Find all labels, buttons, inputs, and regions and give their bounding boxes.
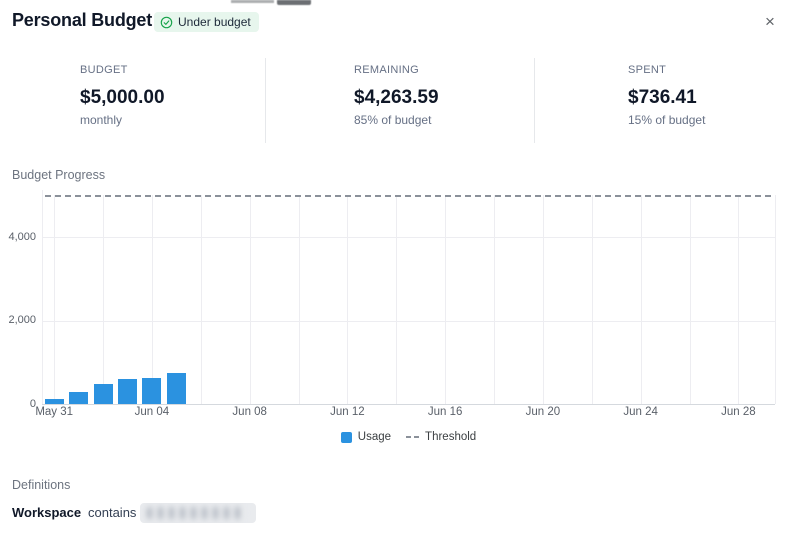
usage-bar[interactable] — [166, 373, 186, 404]
legend-label-threshold: Threshold — [425, 431, 477, 443]
usage-bar[interactable] — [118, 378, 137, 404]
close-icon: × — [765, 12, 775, 31]
x-gridline — [298, 195, 300, 404]
threshold-line — [45, 195, 772, 198]
usage-bar[interactable] — [69, 392, 89, 404]
x-tick-label: Jun 04 — [134, 406, 170, 418]
usage-bar[interactable] — [44, 399, 64, 404]
stat-label-spent: SPENT — [628, 64, 667, 76]
stat-sub-remaining: 85% of budget — [354, 113, 432, 127]
x-tick-label: Jun 24 — [623, 406, 658, 418]
top-edge-artifact — [277, 0, 311, 5]
legend-item-threshold[interactable]: Threshold — [406, 431, 476, 443]
stat-sub-spent: 15% of budget — [628, 113, 706, 127]
plot-left-border — [42, 190, 43, 404]
x-tick-label: Jun 08 — [232, 406, 267, 418]
definition-field: Workspace — [12, 505, 82, 520]
x-tick-label: Jun 16 — [427, 406, 463, 418]
stat-label-budget: BUDGET — [80, 64, 128, 76]
x-gridline — [103, 195, 105, 404]
x-gridline — [249, 195, 251, 404]
x-gridline — [151, 195, 153, 404]
y-tick-label: 4,000 — [8, 230, 36, 243]
threshold-dash-icon — [406, 436, 420, 438]
check-circle-icon — [160, 16, 173, 28]
stat-value-budget: $5,000.00 — [80, 87, 165, 108]
stat-value-spent: $736.41 — [628, 87, 697, 108]
x-gridline — [640, 195, 642, 404]
page-title: Personal Budget — [12, 10, 153, 30]
legend-item-usage[interactable]: Usage — [340, 431, 392, 443]
plot-right-border — [775, 195, 776, 404]
x-axis-line — [42, 404, 775, 405]
top-edge-artifact — [231, 0, 274, 3]
chart-legend: Usage Threshold — [42, 431, 775, 443]
x-gridline — [738, 195, 740, 404]
x-tick-label: Jun 12 — [330, 406, 365, 418]
legend-label-usage: Usage — [357, 431, 392, 443]
stat-value-remaining: $4,263.59 — [354, 87, 439, 108]
x-tick-label: Jun 20 — [525, 406, 561, 418]
x-tick-label: May 31 — [35, 406, 74, 418]
x-gridline — [494, 195, 495, 404]
stats-divider — [534, 58, 535, 143]
x-gridline — [542, 195, 544, 404]
usage-bar[interactable] — [142, 377, 162, 404]
usage-swatch-icon — [340, 431, 352, 443]
x-gridline — [689, 195, 691, 404]
definition-operator: contains — [88, 505, 137, 520]
x-gridline — [200, 195, 202, 404]
y-gridline — [42, 237, 775, 238]
x-tick-label: Jun 28 — [721, 406, 756, 418]
x-gridline — [591, 195, 593, 404]
usage-bar[interactable] — [93, 384, 113, 404]
definition-value-redacted — [140, 503, 256, 523]
status-badge-label: Under budget — [178, 15, 251, 29]
x-gridline — [396, 195, 398, 404]
stat-label-remaining: REMAINING — [354, 64, 420, 76]
x-gridline — [54, 195, 56, 404]
y-gridline — [42, 320, 775, 322]
y-tick-label: 2,000 — [8, 314, 36, 326]
definitions-title: Definitions — [12, 478, 71, 492]
chart-title: Budget Progress — [12, 168, 106, 182]
status-badge: Under budget — [154, 12, 259, 32]
stat-sub-budget: monthly — [80, 113, 123, 127]
close-button[interactable]: × — [758, 10, 782, 34]
x-gridline — [347, 195, 349, 404]
x-gridline — [445, 195, 447, 404]
y-tick-label: 0 — [29, 397, 36, 410]
stats-divider — [265, 58, 266, 143]
